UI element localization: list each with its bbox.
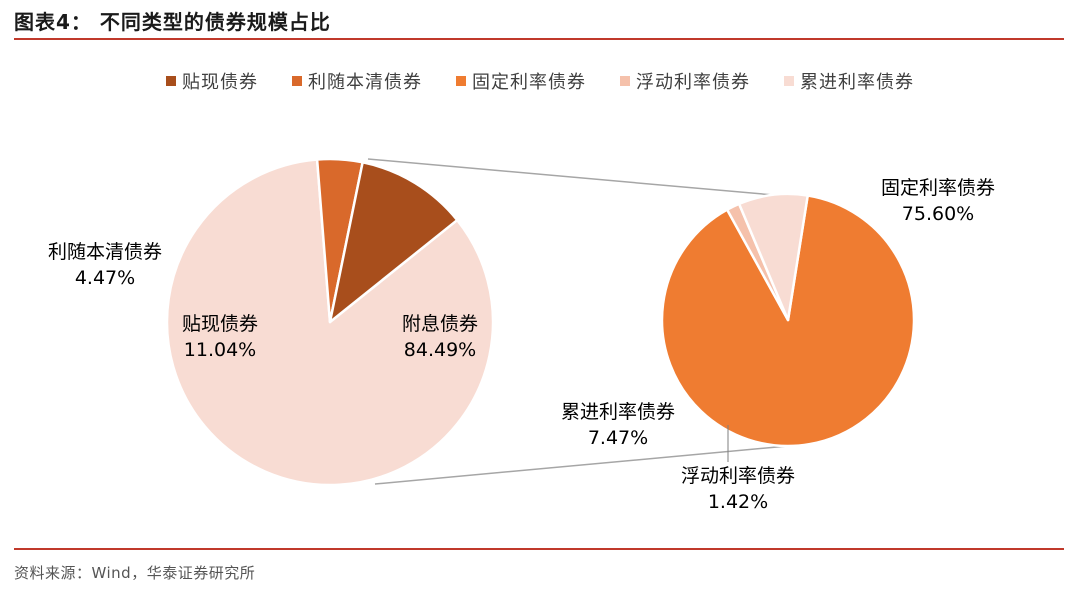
legend-swatch-lump-sum — [292, 76, 302, 86]
legend-label-floating-rate: 浮动利率债券 — [636, 72, 750, 93]
slice-label-step-up-rate-value: 7.47% — [588, 427, 648, 449]
right-pie-slice-2 — [737, 192, 809, 322]
slice-label-discount-name: 贴现债券 — [182, 313, 258, 335]
slice-label-floating-rate-name: 浮动利率债券 — [681, 465, 795, 487]
legend-swatch-step-up-rate — [784, 76, 794, 86]
slice-label-fixed-rate-name: 固定利率债券 — [881, 177, 995, 199]
legend-item-discount: 贴现债券 — [166, 68, 258, 94]
chart-title: 图表4： 不同类型的债券规模占比 — [14, 10, 331, 34]
slice-label-coupon-value: 84.49% — [404, 339, 476, 361]
slice-label-step-up-rate-name: 累进利率债券 — [561, 401, 675, 423]
legend-item-lump-sum: 利随本清债券 — [292, 68, 422, 94]
chart-legend: 贴现债券 利随本清债券 固定利率债券 浮动利率债券 累进利率债券 — [0, 66, 1080, 96]
left-pie-slice-2 — [328, 161, 459, 324]
legend-label-step-up-rate: 累进利率债券 — [800, 72, 914, 93]
legend-item-step-up-rate: 累进利率债券 — [784, 68, 914, 94]
legend-item-fixed-rate: 固定利率债券 — [456, 68, 586, 94]
connector-line-0 — [367, 158, 786, 197]
footer-divider — [14, 548, 1064, 550]
slice-label-fixed-rate-value: 75.60% — [902, 203, 974, 225]
legend-swatch-fixed-rate — [456, 76, 466, 86]
slice-label-lump-sum-name: 利随本清债券 — [48, 241, 162, 263]
slice-label-coupon-name: 附息债券 — [402, 313, 478, 335]
slice-label-floating-rate-value: 1.42% — [708, 491, 768, 513]
source-note: 资料来源：Wind，华泰证券研究所 — [14, 564, 256, 582]
connector-line-1 — [374, 445, 789, 485]
legend-swatch-floating-rate — [620, 76, 630, 86]
legend-swatch-discount — [166, 76, 176, 86]
legend-label-fixed-rate: 固定利率债券 — [472, 72, 586, 93]
slice-label-lump-sum-value: 4.47% — [75, 267, 135, 289]
legend-label-lump-sum: 利随本清债券 — [308, 72, 422, 93]
legend-item-floating-rate: 浮动利率债券 — [620, 68, 750, 94]
slice-label-discount-value: 11.04% — [184, 339, 256, 361]
legend-label-discount: 贴现债券 — [182, 72, 258, 93]
title-divider — [14, 38, 1064, 40]
